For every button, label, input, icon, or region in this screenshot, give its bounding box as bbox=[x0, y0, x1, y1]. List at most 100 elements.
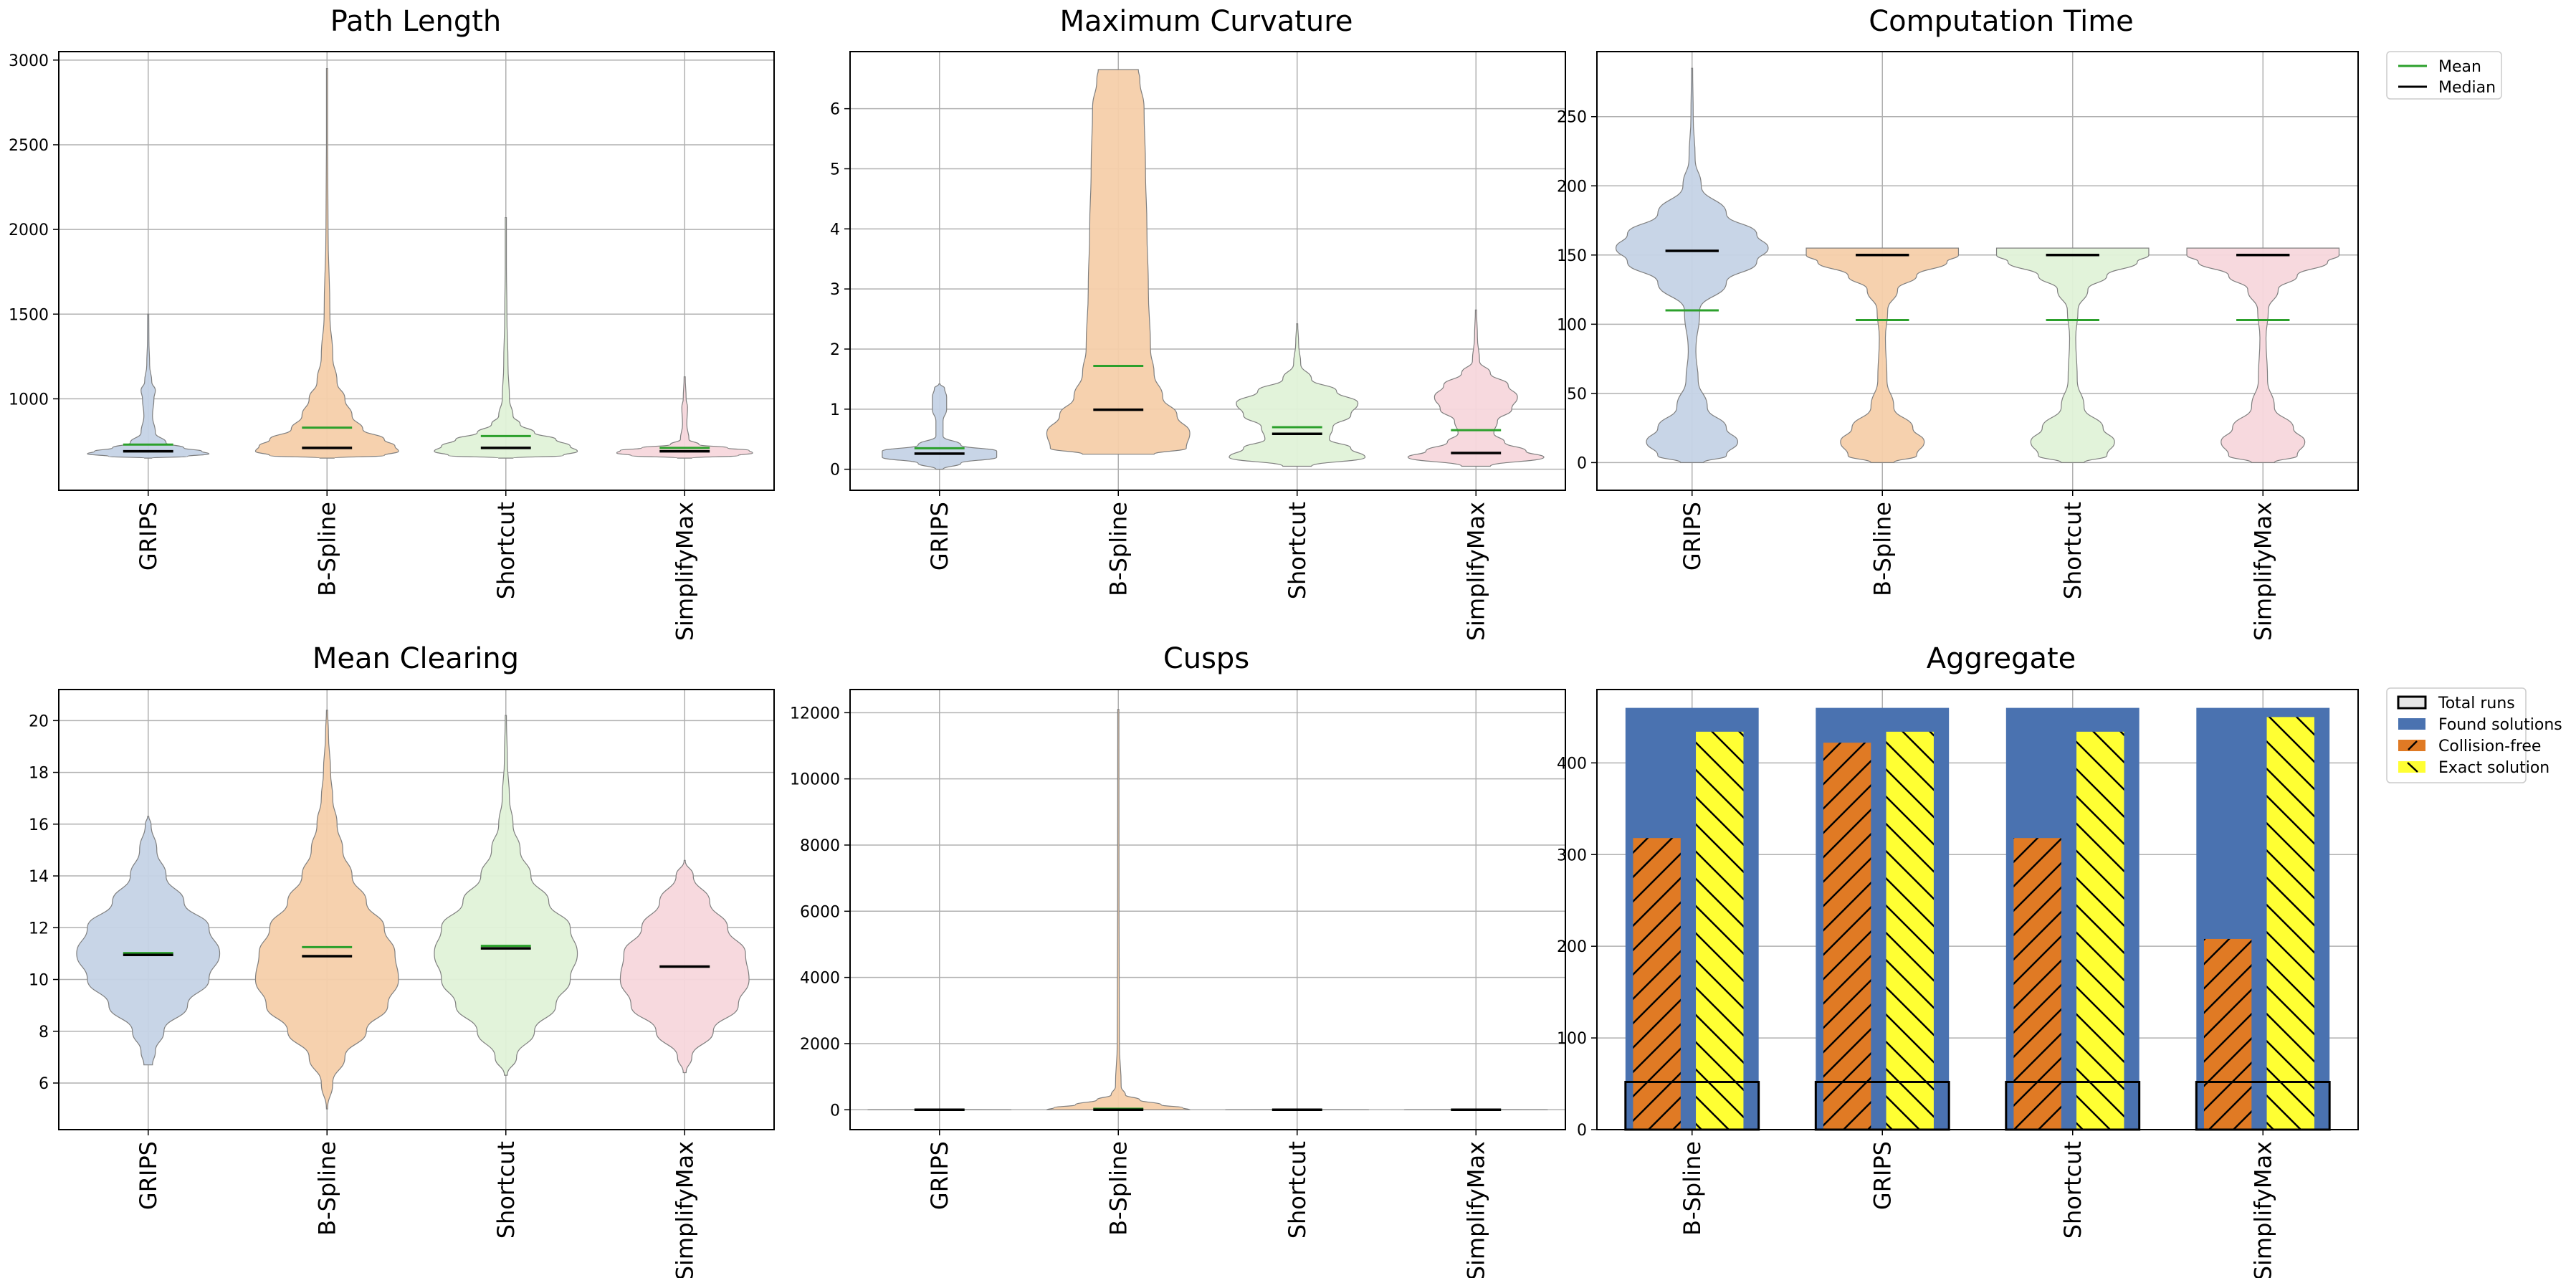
violin-simplifymax bbox=[1407, 309, 1545, 467]
bar-collision-free-simplifymax bbox=[2203, 938, 2252, 1130]
plot-frame bbox=[1596, 689, 2359, 1130]
x-tick-label: B-Spline bbox=[1105, 502, 1132, 596]
bar-collision-free-grips bbox=[1823, 743, 1871, 1130]
chart-title: Mean Clearing bbox=[313, 642, 519, 675]
violin-grips bbox=[882, 383, 998, 470]
x-tick-label: SimplifyMax bbox=[671, 502, 698, 641]
legend-frame bbox=[2386, 687, 2527, 783]
total-runs-swatch bbox=[2397, 695, 2427, 710]
y-tick-label: 0 bbox=[1577, 1122, 1587, 1140]
y-tick-label: 0 bbox=[1577, 454, 1587, 472]
x-tick-label: B-Spline bbox=[1105, 1141, 1132, 1236]
chart-title: Maximum Curvature bbox=[1060, 5, 1353, 38]
x-tick-label: GRIPS bbox=[1869, 1141, 1896, 1210]
y-tick-label: 4 bbox=[830, 221, 840, 239]
bar-exact-solution-simplifymax bbox=[2266, 717, 2314, 1130]
violin-b-spline bbox=[254, 710, 399, 1110]
y-tick-label: 300 bbox=[1557, 847, 1587, 864]
y-tick-label: 1500 bbox=[9, 306, 49, 324]
y-tick-label: 200 bbox=[1557, 938, 1587, 956]
y-tick-label: 8000 bbox=[800, 837, 840, 855]
chart-title: Aggregate bbox=[1927, 642, 2076, 675]
x-tick-label: GRIPS bbox=[1679, 502, 1706, 571]
exact-solution-swatch-hatch bbox=[2407, 762, 2418, 773]
y-tick-label: 0 bbox=[830, 462, 840, 480]
x-tick-label: B-Spline bbox=[313, 1141, 340, 1236]
legend-total-runs-label: Total runs bbox=[2438, 695, 2515, 712]
y-tick-label: 12000 bbox=[790, 705, 840, 723]
violin-shortcut bbox=[434, 715, 578, 1076]
y-tick-label: 2000 bbox=[9, 221, 49, 239]
bar-collision-free-b-spline bbox=[1633, 838, 1681, 1130]
y-tick-label: 12 bbox=[29, 920, 49, 938]
y-tick-label: 6 bbox=[39, 1075, 49, 1093]
y-tick-label: 100 bbox=[1557, 316, 1587, 334]
x-tick-label: GRIPS bbox=[135, 1141, 162, 1210]
x-tick-label: Shortcut bbox=[492, 502, 520, 599]
x-tick-label: SimplifyMax bbox=[2249, 502, 2276, 641]
violin-b-spline bbox=[1805, 247, 1960, 463]
y-tick-label: 4000 bbox=[800, 970, 840, 988]
y-tick-label: 100 bbox=[1557, 1030, 1587, 1048]
plot-frame bbox=[1596, 51, 2359, 491]
panel-computation-time: Computation Time 0 50 100 150 200 250 GRIPS B-S… bbox=[1557, 5, 2359, 641]
y-tick-label: 250 bbox=[1557, 109, 1587, 127]
y-tick-label: 6000 bbox=[800, 903, 840, 921]
y-tick-label: 1 bbox=[830, 401, 840, 419]
legend-mean-label: Mean bbox=[2438, 58, 2481, 76]
x-tick-label: GRIPS bbox=[926, 1141, 953, 1210]
legend-median-label: Median bbox=[2438, 79, 2496, 97]
y-tick-label: 10 bbox=[29, 972, 49, 990]
bar-exact-solution-b-spline bbox=[1696, 731, 1744, 1130]
chart-title: Cusps bbox=[1163, 642, 1249, 675]
x-tick-label: SimplifyMax bbox=[1462, 502, 1489, 641]
violin-shortcut bbox=[1229, 323, 1366, 467]
x-tick-label: Shortcut bbox=[2059, 502, 2086, 599]
chart-title: Path Length bbox=[330, 5, 502, 38]
bar-exact-solution-grips bbox=[1886, 731, 1934, 1130]
violin-b-spline bbox=[1046, 709, 1191, 1110]
y-tick-label: 150 bbox=[1557, 247, 1587, 265]
y-tick-label: 3 bbox=[830, 281, 840, 299]
x-tick-label: Shortcut bbox=[492, 1141, 520, 1239]
violin-grips bbox=[1615, 67, 1769, 463]
panel-mean-clearing: Mean Clearing 6 8 10 12 14 16 18 20 GRIPS B-Splin… bbox=[29, 642, 775, 1278]
x-tick-label: GRIPS bbox=[135, 502, 162, 571]
x-tick-label: B-Spline bbox=[1869, 502, 1896, 596]
y-tick-label: 200 bbox=[1557, 178, 1587, 196]
y-tick-label: 10000 bbox=[790, 771, 840, 789]
legend-collision-free-label: Collision-free bbox=[2438, 738, 2541, 755]
y-tick-label: 6 bbox=[830, 101, 840, 119]
x-tick-label: GRIPS bbox=[926, 502, 953, 571]
y-tick-label: 5 bbox=[830, 161, 840, 178]
panel-cusps: Cusps 0 2000 4000 6000 8000 10000 12000 GRIPS B-… bbox=[790, 642, 1566, 1278]
panel-maximum-curvature: Maximum Curvature 0 1 2 3 4 5 6 GRIPS B-Spline Sh… bbox=[830, 5, 1566, 641]
plot-frame bbox=[58, 51, 775, 491]
y-tick-label: 50 bbox=[1567, 386, 1587, 404]
chart-title: Computation Time bbox=[1869, 5, 2134, 38]
y-tick-label: 2500 bbox=[9, 137, 49, 155]
panel-path-length: Path Length 1000 1500 2000 2500 3000 GRIPS B-S… bbox=[9, 5, 775, 641]
violin-grips bbox=[76, 816, 221, 1066]
x-tick-label: SimplifyMax bbox=[671, 1141, 698, 1278]
violin-shortcut bbox=[434, 216, 578, 459]
x-tick-label: Shortcut bbox=[2059, 1141, 2086, 1239]
x-tick-label: B-Spline bbox=[313, 502, 340, 596]
y-tick-label: 20 bbox=[29, 712, 49, 730]
violin-simplifymax bbox=[2186, 247, 2340, 463]
plot-frame bbox=[849, 689, 1566, 1130]
violin-legend: Mean Median bbox=[2386, 51, 2502, 100]
bar-exact-solution-shortcut bbox=[2076, 731, 2124, 1130]
violin-simplifymax bbox=[616, 376, 753, 459]
x-tick-label: Shortcut bbox=[1284, 502, 1311, 599]
x-tick-label: SimplifyMax bbox=[2249, 1141, 2276, 1278]
violin-b-spline bbox=[1046, 69, 1191, 455]
found-solutions-swatch bbox=[2398, 718, 2425, 730]
y-tick-label: 0 bbox=[830, 1102, 840, 1120]
y-tick-label: 2 bbox=[830, 341, 840, 359]
y-tick-label: 18 bbox=[29, 765, 49, 783]
violin-b-spline bbox=[254, 68, 399, 459]
violin-shortcut bbox=[1995, 247, 2150, 463]
y-tick-label: 3000 bbox=[9, 52, 49, 70]
